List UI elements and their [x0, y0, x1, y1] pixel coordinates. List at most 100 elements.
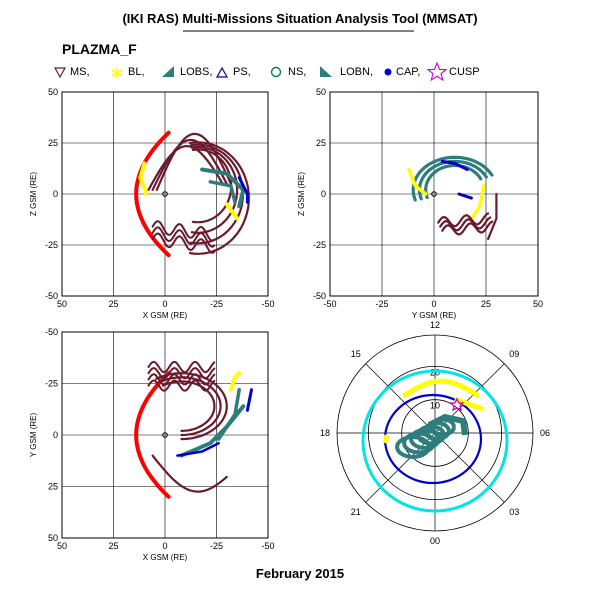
- legend-item-bl: BL,: [111, 66, 145, 78]
- y-axis-label: Z GSM (RE): [297, 172, 306, 216]
- x-tick-label: -50: [261, 299, 274, 309]
- earth-marker: [431, 191, 437, 197]
- cap-segment: [457, 192, 473, 200]
- boundary-layer-track: [402, 378, 480, 398]
- polar-hour-label: 12: [430, 320, 440, 330]
- legend-label-cap: CAP,: [396, 66, 420, 78]
- orbit-track-magnetosheath: [441, 220, 494, 236]
- x-tick-label: -25: [210, 541, 223, 551]
- orbit-track-magnetosheath: [439, 216, 492, 232]
- x-tick-label: 25: [108, 299, 118, 309]
- cap-segment: [245, 388, 253, 412]
- legend-item-ns: NS,: [270, 66, 306, 78]
- orbit-track-lower: [151, 226, 216, 248]
- polar-hour-label: 09: [509, 349, 519, 359]
- x-tick-label: -50: [323, 299, 336, 309]
- legend-label-lobn: LOBN,: [340, 66, 373, 78]
- boundary-layer-segment: [224, 202, 240, 221]
- star-icon: [111, 68, 123, 78]
- legend-label-ms: MS,: [70, 66, 90, 78]
- dot-icon: [384, 68, 392, 76]
- legend-label-ps: PS,: [233, 66, 251, 78]
- legend-item-ps: PS,: [215, 66, 251, 78]
- lobe-segment: [216, 387, 241, 441]
- y-tick-label: -50: [45, 291, 58, 301]
- boundary-layer-segment: [407, 167, 428, 196]
- lobe-track: [422, 420, 451, 442]
- y-tick-label: 0: [53, 189, 58, 199]
- star-outline-icon: [426, 61, 448, 82]
- lobe-loop: [424, 163, 483, 200]
- y-tick-label: 0: [53, 430, 58, 440]
- legend-label-bl: BL,: [128, 66, 145, 78]
- panel-xy: 50 25 0 -25 -50 -50 -25 0 25 50 X GSM (RE) Y GSM (R…: [29, 327, 275, 562]
- circle-icon: [270, 66, 282, 78]
- polar-hour-label: 03: [509, 507, 519, 517]
- wedge-icon: [162, 66, 174, 77]
- x-tick-label: 50: [57, 541, 67, 551]
- x-axis-label: X GSM (RE): [143, 553, 188, 562]
- orbit-track-lower: [147, 379, 216, 392]
- orbit-track-magnetosheath: [155, 372, 228, 441]
- orbit-track-magnetosheath: [437, 212, 490, 228]
- y-tick-label: 50: [316, 87, 326, 97]
- lobe-segment: [208, 180, 237, 204]
- x-tick-label: -25: [210, 299, 223, 309]
- y-tick-label: 25: [48, 138, 58, 148]
- panel-yz: -50 -25 0 25 50 50 25 0 -25 -50 Y GSM (RE) Z GSM (R…: [297, 87, 543, 320]
- y-tick-label: -25: [313, 240, 326, 250]
- polar-hour-label: 18: [320, 428, 330, 438]
- y-tick-label: 50: [48, 87, 58, 97]
- polar-grid-spoke: [365, 363, 436, 434]
- orbit-track-upper: [147, 145, 224, 191]
- y-tick-label: 25: [48, 482, 58, 492]
- orbit-track-magnetosheath: [162, 380, 216, 432]
- x-tick-label: -25: [375, 299, 388, 309]
- x-axis-label: Y GSM (RE): [412, 311, 457, 320]
- legend-label-ns: NS,: [288, 66, 306, 78]
- x-axis-label: X GSM (RE): [143, 311, 188, 320]
- y-tick-label: -50: [313, 291, 326, 301]
- y-tick-label: 0: [321, 189, 326, 199]
- triangle-up-icon: [215, 66, 229, 78]
- x-tick-label: 0: [162, 299, 167, 309]
- y-tick-label: -25: [45, 379, 58, 389]
- polar-hour-label: 21: [351, 507, 361, 517]
- orbit-track-upper: [151, 454, 228, 493]
- polar-oval-outer: [361, 369, 509, 513]
- x-tick-label: 0: [162, 541, 167, 551]
- cusp-marker: [449, 397, 465, 412]
- boundary-layer-segment: [138, 161, 149, 196]
- polar-grid-spoke: [365, 432, 436, 503]
- boundary-layer-track: [382, 434, 390, 444]
- x-tick-label: -50: [261, 541, 274, 551]
- orbit-track-upper: [155, 132, 232, 191]
- orbit-track-lower: [151, 220, 216, 242]
- legend-item-cusp: CUSP: [426, 61, 480, 82]
- mission-name: PLAZMA_F: [62, 41, 137, 57]
- x-tick-label: 25: [481, 299, 491, 309]
- polar-hour-label: 15: [351, 349, 361, 359]
- x-tick-label: 50: [533, 299, 543, 309]
- legend-label-cusp: CUSP: [449, 66, 480, 78]
- x-tick-label: 50: [57, 299, 67, 309]
- legend-item-cap: CAP,: [384, 66, 420, 78]
- y-tick-label: -50: [45, 327, 58, 337]
- earth-marker: [162, 191, 168, 197]
- boundary-layer-segment: [228, 371, 242, 392]
- cap-segment: [176, 441, 220, 457]
- legend-item-ms: MS,: [53, 66, 90, 79]
- legend-item-lobs: LOBS,: [162, 66, 212, 78]
- orbit-track-lower: [147, 360, 216, 374]
- magnetopause-curve: [134, 130, 171, 258]
- legend: MS, BL, LOBS, PS, NS, LOBN, CAP, CUSP: [53, 61, 480, 82]
- boundary-layer-segment: [469, 184, 486, 221]
- polar-hour-label: 00: [430, 536, 440, 546]
- date-label: February 2015: [256, 566, 344, 581]
- lobe-track: [415, 424, 446, 446]
- y-axis-label: Z GSM (RE): [29, 172, 38, 216]
